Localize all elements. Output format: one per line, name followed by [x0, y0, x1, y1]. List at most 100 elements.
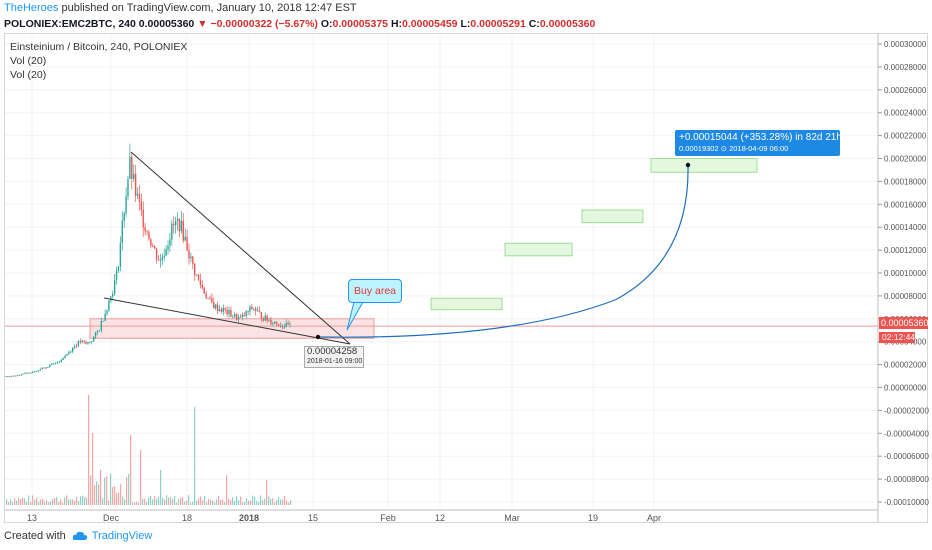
buy-area-callout[interactable]: Buy area [348, 279, 402, 303]
y-tick-label: 0.00008000 [884, 292, 927, 301]
volume-bar [236, 495, 238, 505]
y-tick-label: 0.00024000 [884, 109, 927, 118]
volume-bar [290, 500, 292, 505]
candle-body [127, 179, 129, 197]
target-zone [430, 297, 503, 311]
volume-bar [124, 499, 126, 505]
volume-bar [178, 499, 180, 505]
volume-bar [30, 502, 32, 505]
candle-body [47, 367, 49, 368]
candle-body [167, 245, 169, 250]
volume-bar [232, 497, 234, 505]
volume-bar [118, 492, 120, 505]
volume-bar [8, 502, 10, 505]
volume-bar [274, 502, 276, 505]
candle-body [129, 156, 131, 180]
y-tick-label: -0.00004000 [884, 429, 929, 438]
candle-body [94, 332, 97, 337]
candle-body [153, 246, 156, 249]
volume-bar [180, 497, 182, 505]
candle-body [234, 314, 236, 317]
candle-body [195, 274, 198, 276]
volume-bar [182, 497, 184, 505]
volume-bar [134, 502, 136, 505]
candle-body [285, 322, 287, 328]
chart-frame[interactable] [4, 33, 928, 523]
chart-legend: Einsteinium / Bitcoin, 240, POLONIEX Vol… [10, 40, 187, 82]
candle-body [110, 296, 112, 301]
candle-body [161, 257, 163, 261]
candle-body [192, 256, 194, 264]
volume-bar [34, 499, 36, 505]
x-tick-label: 13 [27, 513, 37, 523]
volume-bar [18, 497, 20, 505]
candle-body [184, 236, 186, 241]
volume-bar [166, 495, 168, 505]
cloud-icon [72, 531, 87, 540]
volume-bar [258, 501, 260, 505]
volume-bar [170, 496, 172, 505]
volume-bar [162, 497, 164, 505]
open-label: O: [320, 18, 333, 30]
candle-body [117, 266, 120, 271]
volume-bar [234, 501, 236, 505]
volume-bar [214, 502, 216, 505]
candle-body [178, 218, 181, 232]
candle-body [235, 314, 238, 320]
candle-body [28, 372, 30, 374]
y-tick-label: 0.00016000 [884, 200, 927, 209]
target-callout[interactable]: +0.00015044 (+353.28%) in 82d 21h 0.0001… [675, 130, 842, 156]
volume-bar [28, 495, 30, 505]
y-tick-label: -0.00002000 [884, 406, 929, 415]
candle-body [262, 318, 265, 321]
volume-bar [224, 501, 226, 505]
legend-vol-2[interactable]: Vol (20) [10, 69, 47, 81]
volume-bar [226, 475, 228, 505]
candle-body [226, 309, 228, 315]
candle-body [92, 336, 95, 342]
volume-bar [278, 496, 280, 505]
volume-bar [244, 501, 246, 505]
candle-body [60, 359, 62, 362]
tradingview-logo[interactable]: TradingView [72, 530, 153, 542]
volume-bar [120, 484, 122, 505]
volume-bar [254, 496, 256, 505]
author-link[interactable]: TheHeroes [4, 2, 59, 14]
lower-trend-line [103, 297, 351, 345]
candle-body [213, 302, 215, 309]
volume-bar [86, 497, 88, 505]
volume-bar [54, 498, 56, 505]
candle-body [174, 220, 177, 226]
volume-bar [142, 498, 144, 505]
volume-bar [106, 476, 108, 505]
y-tick-label: 0.00028000 [884, 63, 927, 72]
candle-body [112, 293, 114, 297]
volume-bar [20, 499, 22, 505]
close-label: C: [528, 18, 540, 30]
candle-body [254, 308, 257, 312]
candle-body [64, 355, 66, 359]
symbol-label[interactable]: POLONIEX:EMC2BTC, 240 [4, 18, 136, 30]
legend-vol-1[interactable]: Vol (20) [10, 55, 47, 67]
volume-bar [12, 502, 14, 505]
volume-bar [100, 469, 102, 505]
candle-body [274, 322, 276, 324]
volume-bar [270, 498, 272, 505]
volume-bar [216, 499, 218, 505]
volume-bar [212, 500, 214, 505]
tradingview-brand: TradingView [91, 530, 153, 542]
candle-body [115, 270, 118, 281]
candle-body [72, 347, 74, 352]
volume-bar [62, 502, 64, 505]
candle-body [150, 239, 152, 247]
volume-bar [282, 499, 284, 505]
x-tick-label: Feb [380, 513, 396, 523]
volume-bar [268, 496, 270, 505]
candle-body [193, 263, 196, 276]
volume-bar [276, 499, 278, 505]
legend-title[interactable]: Einsteinium / Bitcoin, 240, POLONIEX [10, 41, 188, 53]
high-value: 0.00005459 [402, 18, 458, 30]
low-point-label[interactable]: 0.00004258 2018-01-16 09:00 [304, 346, 364, 368]
volume-bar [202, 500, 204, 505]
